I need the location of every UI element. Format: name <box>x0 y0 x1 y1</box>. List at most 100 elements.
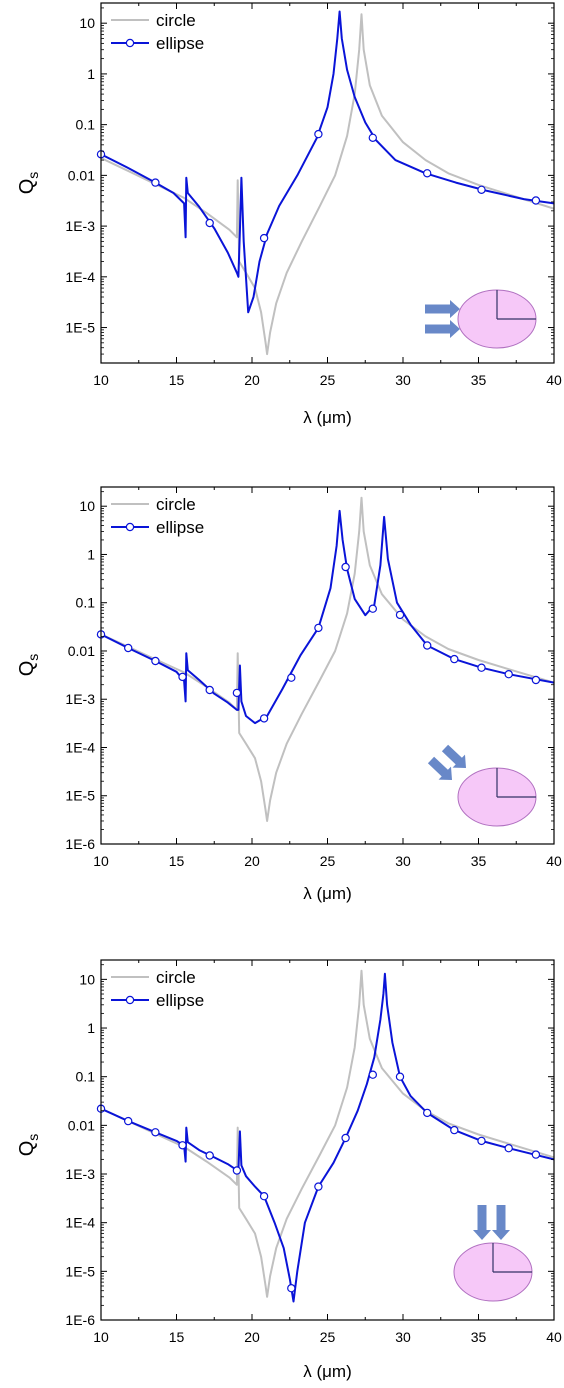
arrow-icon <box>425 320 460 338</box>
x-axis-label: λ (μm) <box>303 1362 352 1381</box>
inset-icon <box>427 744 537 827</box>
data-point-ellipse-4 <box>259 233 269 243</box>
y-tick-label: 0.1 <box>76 595 96 611</box>
data-point-ellipse-3 <box>151 656 160 666</box>
x-tick-label: 25 <box>320 372 336 388</box>
x-tick-label: 15 <box>169 1329 185 1345</box>
x-axis-label: λ (μm) <box>303 408 352 427</box>
data-point-ellipse-12 <box>395 610 405 620</box>
data-point-ellipse-13 <box>423 641 432 650</box>
y-tick-label: 1E-4 <box>65 1215 95 1231</box>
y-tick-label: 1E-6 <box>65 836 95 852</box>
arrow-icon <box>492 1205 510 1240</box>
y-tick-label: 10 <box>79 15 95 31</box>
y-tick-label: 0.01 <box>68 1117 95 1133</box>
legend-label-circle: circle <box>156 495 196 514</box>
data-point-ellipse-14 <box>450 654 459 664</box>
x-tick-label: 25 <box>320 1329 336 1345</box>
data-point-ellipse-7 <box>423 169 432 178</box>
y-tick-label: 1E-5 <box>65 320 95 336</box>
y-tick-label: 1E-4 <box>65 269 95 285</box>
data-point-ellipse-6 <box>232 688 242 698</box>
x-tick-label: 30 <box>395 853 411 869</box>
data-point-ellipse-2 <box>123 643 133 653</box>
y-tick-label: 1 <box>87 546 95 562</box>
x-tick-label: 40 <box>546 372 562 388</box>
legend-label-circle: circle <box>156 11 196 30</box>
x-tick-label: 40 <box>546 853 562 869</box>
data-point-ellipse-11 <box>368 604 377 613</box>
y-axis-label: Qs <box>16 654 41 677</box>
data-point-ellipse-15 <box>477 1136 486 1146</box>
data-point-ellipse-6 <box>368 133 377 142</box>
data-point-ellipse-4 <box>178 672 187 682</box>
x-tick-label: 10 <box>93 372 109 388</box>
y-tick-label: 0.01 <box>68 167 95 183</box>
data-point-ellipse-5 <box>314 129 323 139</box>
y-tick-label: 1E-3 <box>65 218 95 234</box>
data-point-ellipse-7 <box>259 714 269 723</box>
y-tick-label: 10 <box>79 971 95 987</box>
x-tick-label: 35 <box>471 853 487 869</box>
legend-marker-ellipse <box>125 995 135 1005</box>
x-tick-label: 20 <box>244 853 260 869</box>
data-point-ellipse-8 <box>287 673 296 682</box>
arrow-icon <box>425 300 460 318</box>
legend-label-ellipse: ellipse <box>156 991 204 1010</box>
legend-label-ellipse: ellipse <box>156 34 204 53</box>
legend: circle ellipse <box>111 495 204 537</box>
inset-icon <box>425 289 537 349</box>
data-point-ellipse-4 <box>178 1141 187 1150</box>
y-axis-label: Qs <box>16 172 41 195</box>
legend-label-ellipse: ellipse <box>156 518 204 537</box>
data-point-ellipse-11 <box>368 1070 377 1079</box>
y-tick-label: 1E-3 <box>65 1166 95 1182</box>
series-line-circle <box>101 496 554 822</box>
chart-panel-3: 10 15 20 25 30 35 40 1E-6 1E-5 1E-4 1E-3 0.01 0.1 1 10… <box>16 959 562 1381</box>
y-tick-label: 0.1 <box>76 1069 96 1085</box>
data-point-ellipse-9 <box>314 623 323 633</box>
data-point-ellipse-9 <box>531 196 541 205</box>
x-tick-label: 20 <box>244 372 260 388</box>
y-tick-label: 1 <box>87 66 95 82</box>
legend-marker-ellipse <box>125 38 135 48</box>
y-tick-label: 0.1 <box>76 117 96 133</box>
data-point-ellipse-17 <box>531 675 541 685</box>
series-line-ellipse <box>101 509 554 725</box>
x-tick-label: 30 <box>395 1329 411 1345</box>
data-point-ellipse-17 <box>531 1150 541 1159</box>
arrow-icon <box>427 756 452 780</box>
y-tick-label: 1 <box>87 1020 95 1036</box>
y-tick-label: 1E-6 <box>65 1312 95 1328</box>
data-point-ellipse-5 <box>205 1151 214 1160</box>
series-line-circle <box>101 969 554 1298</box>
data-point-ellipse-10 <box>341 1133 350 1143</box>
data-point-ellipse-15 <box>477 663 486 672</box>
x-axis-label: λ (μm) <box>303 884 352 903</box>
y-tick-label: 10 <box>79 498 95 514</box>
y-axis-label: Qs <box>16 1134 41 1157</box>
x-tick-label: 15 <box>169 372 185 388</box>
data-point-ellipse-2 <box>151 178 160 187</box>
y-tick-label: 1E-3 <box>65 691 95 707</box>
inset-icon <box>453 1205 533 1302</box>
data-point-ellipse-8 <box>477 185 486 194</box>
legend: circle ellipse <box>111 968 204 1010</box>
x-tick-label: 15 <box>169 853 185 869</box>
data-point-ellipse-6 <box>232 1166 242 1175</box>
chart-panel-1: 10 15 20 25 30 35 40 1E-5 1E-4 1E-3 0.01 0.1 1 10 λ (μ… <box>16 2 562 427</box>
data-point-ellipse-12 <box>395 1072 405 1081</box>
x-tick-label: 40 <box>546 1329 562 1345</box>
data-point-ellipse-7 <box>259 1191 269 1201</box>
legend-marker-ellipse <box>125 522 135 532</box>
data-point-ellipse-3 <box>205 218 214 228</box>
data-point-ellipse-3 <box>151 1128 160 1137</box>
x-tick-label: 10 <box>93 1329 109 1345</box>
series-line-ellipse <box>101 10 554 314</box>
data-point-ellipse-16 <box>504 670 513 679</box>
y-tick-label: 1E-5 <box>65 1263 95 1279</box>
data-point-ellipse-14 <box>450 1125 459 1135</box>
data-point-ellipse-13 <box>423 1108 432 1118</box>
arrow-icon <box>473 1205 491 1240</box>
x-tick-label: 20 <box>244 1329 260 1345</box>
